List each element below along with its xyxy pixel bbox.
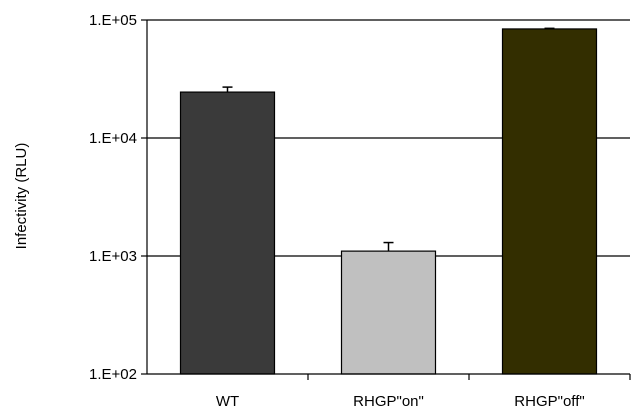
x-tick-label: WT <box>216 393 239 410</box>
bar <box>179 91 276 375</box>
y-tick-label: 1.E+05 <box>89 12 137 29</box>
x-tick-label: RHGP"off" <box>514 393 584 410</box>
y-ticks: 1.E+02 1.E+03 1.E+04 1.E+05 <box>89 12 147 383</box>
x-tick-labels: WT RHGP"on" RHGP"off" <box>216 374 631 410</box>
y-axis-title: Infectivity (RLU) <box>13 143 30 250</box>
y-tick-label: 1.E+02 <box>89 366 137 383</box>
y-tick-label: 1.E+03 <box>89 248 137 265</box>
bar <box>340 250 437 375</box>
x-tick-label: RHGP"on" <box>353 393 424 410</box>
y-tick-label: 1.E+04 <box>89 130 137 147</box>
axes <box>146 20 630 375</box>
bars <box>179 27 598 375</box>
bar <box>501 28 598 375</box>
